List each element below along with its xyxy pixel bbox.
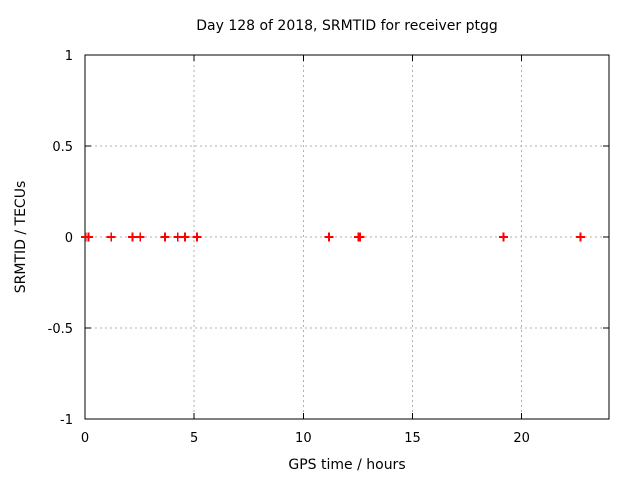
- data-point-marker: [180, 232, 190, 242]
- data-point-marker: [127, 232, 137, 242]
- y-tick-label: -0.5: [48, 322, 73, 337]
- x-tick-label: 20: [513, 431, 530, 446]
- y-tick-label: 1: [65, 49, 73, 64]
- data-point-marker: [83, 232, 93, 242]
- data-point-marker: [355, 232, 365, 242]
- y-tick-label: 0.5: [52, 140, 73, 155]
- data-point-marker: [324, 232, 334, 242]
- chart-title: Day 128 of 2018, SRMTID for receiver ptg…: [196, 18, 498, 34]
- data-point-marker: [192, 232, 202, 242]
- x-tick-label: 5: [190, 431, 198, 446]
- data-point-marker: [106, 232, 116, 242]
- x-axis-label: GPS time / hours: [288, 457, 405, 473]
- tick-label-layer: 0 5 10 15 20 1 0.5 0 -0.5 -1: [48, 49, 530, 446]
- y-tick-label: 0: [65, 231, 73, 246]
- grid-layer: [85, 55, 609, 419]
- data-point-marker: [499, 232, 509, 242]
- x-tick-label: 15: [404, 431, 421, 446]
- x-tick-label: 10: [295, 431, 312, 446]
- tick-layer: [84, 54, 609, 420]
- x-tick-label: 0: [81, 431, 89, 446]
- y-axis-label: SRMTID / TECUs: [13, 181, 29, 294]
- y-tick-label: -1: [60, 413, 73, 428]
- data-point-layer: [81, 232, 586, 242]
- data-point-marker: [160, 232, 170, 242]
- data-point-marker: [135, 232, 145, 242]
- data-point-marker: [576, 232, 586, 242]
